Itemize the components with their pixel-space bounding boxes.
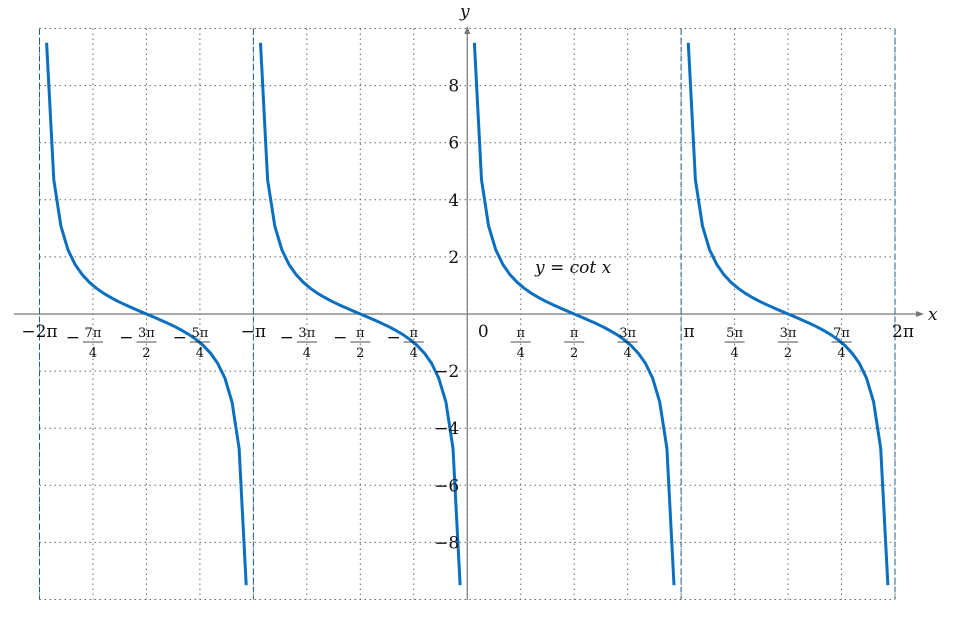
x-tick-label: −3π 2 [119,326,157,361]
x-tick-label: π [684,322,695,342]
x-tick-numerator: 7π [833,326,850,341]
x-tick-numerator: 3π [780,326,797,341]
x-tick-numerator: 3π [298,326,315,341]
x-tick-label: 0 [478,322,489,342]
cot-branch [686,42,890,586]
x-tick-text: π [684,322,695,342]
x-tick-denominator: 2 [570,346,578,361]
x-tick-denominator: 4 [624,346,632,361]
x-tick-label: 7π4 [831,326,852,361]
x-tick-sign: − [280,328,294,348]
x-tick-numerator: 7π [85,326,102,341]
x-tick-label: 3π4 [617,326,638,361]
x-tick-numerator: π [570,326,579,341]
x-tick-denominator: 4 [410,346,418,361]
y-tick-label: −4 [434,419,459,439]
y-tick-label: 8 [448,77,459,97]
x-tick-label: − π 4 [387,326,424,361]
x-tick-sign: − [66,328,80,348]
x-tick-text: −π [241,322,266,342]
x-tick-denominator: 4 [196,346,204,361]
x-tick-sign: − [387,328,401,348]
y-tick-label: −2 [434,362,459,382]
asymptotes [39,28,896,600]
x-tick-label: π4 [510,326,531,361]
x-tick-numerator: π [356,326,365,341]
x-tick-denominator: 4 [89,346,97,361]
x-tick-sign: − [119,328,133,348]
x-tick-label: 2π [892,322,914,342]
x-tick-label: −2π [21,322,57,342]
x-tick-numerator: 5π [191,326,208,341]
function-annotation: y = cot x [534,258,612,278]
x-tick-denominator: 4 [517,346,525,361]
cot-branch [259,42,462,586]
x-tick-sign: − [333,328,347,348]
y-axis-label: y [459,2,470,22]
y-axis-arrow [464,26,471,34]
y-tick-label: 4 [448,191,459,211]
x-axis-label: x [928,305,938,325]
x-tick-numerator: π [410,326,419,341]
cot-branch [472,42,676,586]
x-tick-text: 2π [892,322,914,342]
axes [14,26,924,600]
x-tick-label: −7π 4 [66,326,103,361]
x-tick-numerator: 5π [726,326,743,341]
x-tick-text: 0 [478,322,489,342]
x-axis-arrow [916,311,924,317]
x-tick-denominator: 2 [784,346,792,361]
cot-branch [45,42,248,586]
x-tick-text: −2π [21,322,57,342]
curves [45,42,890,586]
x-tick-denominator: 4 [730,346,738,361]
x-tick-numerator: 3π [138,326,155,341]
x-tick-denominator: 4 [303,346,311,361]
x-tick-sign: − [173,328,187,348]
y-tick-label: 2 [448,248,459,268]
x-tick-label: − π 2 [333,326,371,361]
y-tick-label: −8 [434,533,459,553]
x-tick-numerator: π [516,326,525,341]
y-tick-label: 6 [448,134,459,154]
x-tick-denominator: 2 [142,346,150,361]
x-tick-label: −3π 4 [280,326,317,361]
x-tick-denominator: 2 [356,346,364,361]
x-tick-label: 5π4 [724,326,745,361]
x-tick-label: −5π 4 [173,326,210,361]
x-tick-numerator: 3π [619,326,636,341]
x-tick-label: −π [241,322,266,342]
y-tick-label: −6 [434,476,459,496]
x-tick-denominator: 4 [837,346,845,361]
x-tick-label: π2 [564,326,585,361]
x-tick-label: 3π2 [778,326,799,361]
